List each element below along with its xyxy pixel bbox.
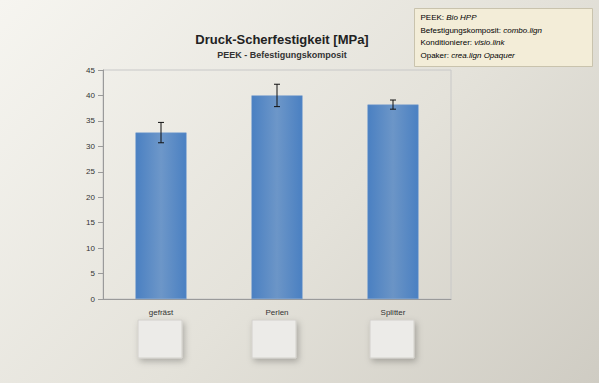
svg-text:gefräst: gefräst — [149, 308, 174, 317]
svg-text:Konditionierer:: Konditionierer: — [421, 38, 475, 47]
svg-text:35: 35 — [86, 116, 95, 125]
svg-text:Splitter: Splitter — [381, 308, 406, 317]
svg-text:40: 40 — [86, 91, 95, 100]
svg-text:25: 25 — [86, 167, 95, 176]
svg-text:Bio HPP: Bio HPP — [446, 13, 477, 22]
svg-text:crea.lign Opaquer: crea.lign Opaquer — [451, 51, 515, 60]
svg-text:0: 0 — [91, 295, 96, 304]
svg-text:5: 5 — [91, 269, 96, 278]
svg-text:PEEK - Befestigungskomposit: PEEK - Befestigungskomposit — [217, 50, 347, 60]
svg-text:20: 20 — [86, 193, 95, 202]
svg-text:Befestigungskomposit:: Befestigungskomposit: — [421, 26, 504, 35]
svg-text:Opaker:: Opaker: — [421, 51, 452, 60]
svg-text:15: 15 — [86, 218, 95, 227]
svg-text:Perlen: Perlen — [265, 308, 288, 317]
svg-text:10: 10 — [86, 244, 95, 253]
svg-text:combo.lign: combo.lign — [503, 26, 542, 35]
svg-text:30: 30 — [86, 142, 95, 151]
svg-text:visio.link: visio.link — [474, 38, 505, 47]
svg-text:PEEK:: PEEK: — [421, 13, 447, 22]
svg-text:Druck-Scherfestigkeit [MPa]: Druck-Scherfestigkeit [MPa] — [195, 32, 368, 47]
svg-text:45: 45 — [86, 66, 95, 75]
